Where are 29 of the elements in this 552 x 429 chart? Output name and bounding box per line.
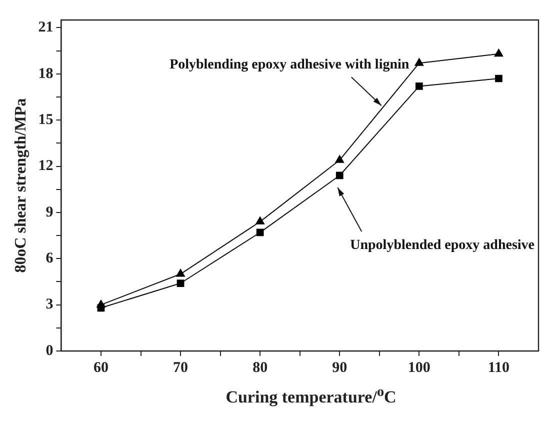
point [414, 58, 424, 66]
point [96, 300, 106, 308]
y-tick-label: 21 [38, 20, 54, 36]
point [176, 269, 185, 277]
y-tick-label: 9 [46, 204, 54, 220]
point [256, 216, 264, 224]
point [494, 48, 504, 57]
x-tick-label: 70 [173, 360, 188, 376]
point [176, 280, 184, 287]
series-label: Polyblending epoxy adhesive with lignin [170, 58, 410, 73]
y-tick-label: 0 [46, 342, 54, 359]
y-tick-label: 3 [46, 296, 54, 313]
point [415, 82, 423, 90]
point [336, 172, 344, 180]
x-tick-label: 80 [252, 360, 268, 376]
point [256, 228, 264, 236]
y-tick-label: 12 [38, 158, 54, 174]
y-tick-label: 6 [46, 250, 54, 267]
x-tick-label: 90 [332, 360, 348, 376]
x-tick-label: 110 [488, 360, 510, 376]
y-tick-label: 15 [38, 112, 54, 128]
x-axis-title: Curing temperature/$^{o}$C [224, 384, 398, 408]
point [335, 155, 344, 163]
point [495, 74, 502, 82]
x-tick-label: 60 [93, 360, 108, 376]
text: Unpolyblended epoxy adhesive [350, 238, 534, 254]
x-tick-label: 100 [408, 360, 430, 376]
y-tick-label: 18 [38, 66, 54, 82]
y-axis-title: 80oC shear strength/MPa [12, 98, 30, 273]
